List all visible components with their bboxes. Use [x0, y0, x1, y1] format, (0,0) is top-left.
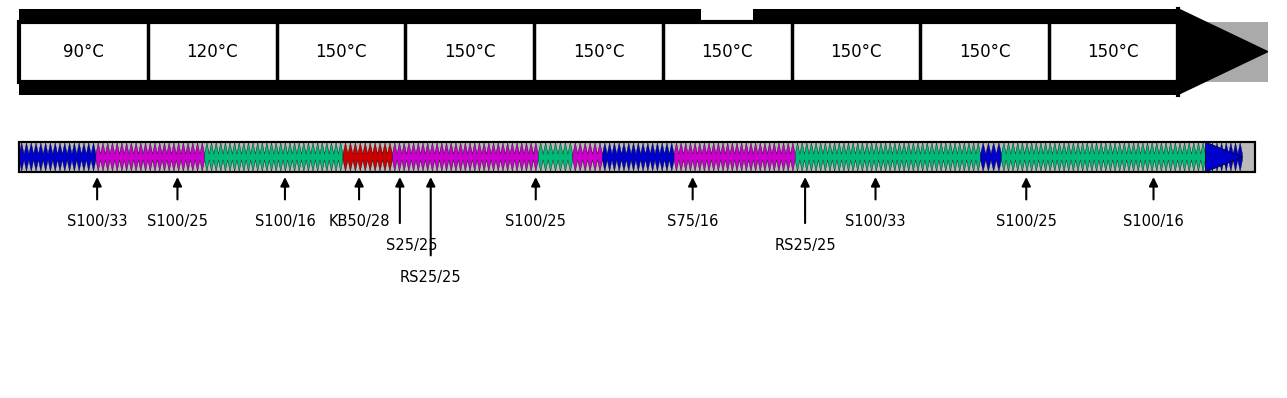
Text: RS25/25: RS25/25	[775, 238, 837, 253]
Text: S100/25: S100/25	[996, 214, 1057, 229]
Polygon shape	[393, 142, 538, 172]
Text: S75/16: S75/16	[667, 214, 718, 229]
Text: 150°C: 150°C	[959, 43, 1010, 60]
Polygon shape	[205, 142, 344, 172]
Bar	[19, 142, 1255, 172]
Text: S100/16: S100/16	[255, 214, 315, 229]
Text: 150°C: 150°C	[830, 43, 882, 60]
Polygon shape	[97, 142, 205, 172]
Polygon shape	[1206, 142, 1242, 172]
Text: S100/33: S100/33	[846, 214, 906, 229]
Text: 150°C: 150°C	[315, 43, 367, 60]
Polygon shape	[602, 142, 674, 172]
Bar	[19, 9, 701, 21]
Polygon shape	[795, 142, 981, 172]
Polygon shape	[1206, 142, 1242, 172]
Polygon shape	[1001, 142, 1206, 172]
Polygon shape	[981, 142, 1001, 172]
Bar	[19, 82, 1178, 95]
Text: RS25/25: RS25/25	[400, 270, 462, 285]
Text: 90°C: 90°C	[63, 43, 104, 60]
Text: S100/25: S100/25	[147, 214, 208, 229]
Text: 150°C: 150°C	[573, 43, 624, 60]
Polygon shape	[674, 142, 795, 172]
Polygon shape	[1178, 9, 1268, 95]
Polygon shape	[538, 142, 573, 172]
Bar	[19, 21, 1178, 82]
Bar	[1178, 21, 1268, 82]
Polygon shape	[344, 142, 393, 172]
Text: 150°C: 150°C	[701, 43, 753, 60]
Polygon shape	[573, 142, 602, 172]
Text: S100/25: S100/25	[506, 214, 566, 229]
Text: 120°C: 120°C	[187, 43, 238, 60]
Polygon shape	[19, 142, 97, 172]
Bar	[19, 142, 1255, 172]
Text: 150°C: 150°C	[1088, 43, 1139, 60]
Text: KB50/28: KB50/28	[328, 214, 390, 229]
Bar	[753, 9, 1178, 21]
Text: S100/33: S100/33	[67, 214, 127, 229]
Text: S25/25: S25/25	[386, 238, 438, 253]
Text: 150°C: 150°C	[444, 43, 495, 60]
Text: S100/16: S100/16	[1124, 214, 1184, 229]
